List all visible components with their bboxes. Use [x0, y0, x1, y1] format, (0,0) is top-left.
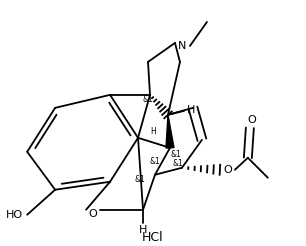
Text: N: N [178, 41, 186, 51]
Text: &1: &1 [150, 157, 160, 166]
Text: H: H [150, 127, 156, 136]
Text: H: H [139, 225, 147, 235]
Text: HO: HO [6, 210, 23, 220]
Text: &1: &1 [143, 95, 153, 104]
Text: O: O [89, 209, 97, 219]
Text: &1: &1 [173, 159, 183, 168]
Text: O: O [223, 165, 232, 175]
Polygon shape [166, 115, 174, 148]
Text: O: O [248, 115, 256, 125]
Text: HCl: HCl [142, 231, 164, 244]
Text: H: H [187, 105, 195, 115]
Text: &1: &1 [170, 150, 181, 159]
Text: &1: &1 [135, 175, 145, 184]
